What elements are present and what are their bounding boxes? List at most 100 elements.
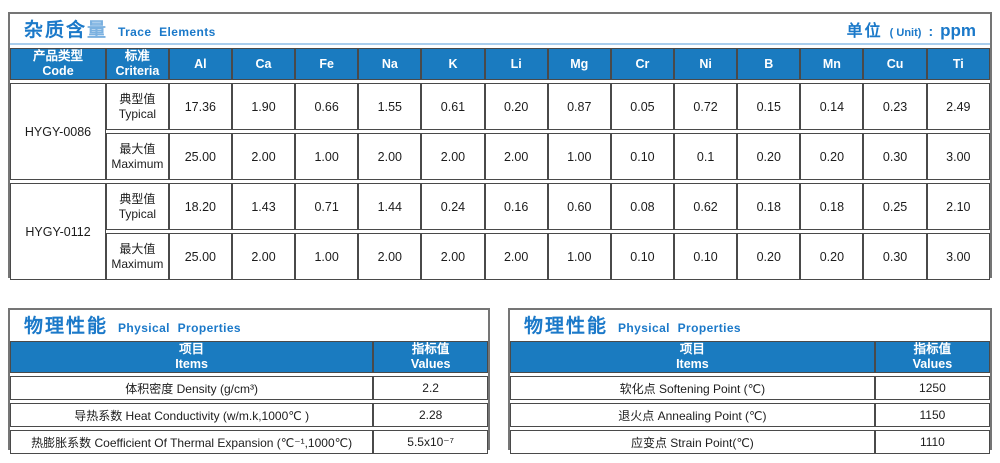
- criteria-cell-typical: 典型值 Typical: [106, 83, 169, 130]
- value-cell: 0.24: [421, 183, 485, 230]
- value-cell: 0.30: [863, 233, 927, 280]
- criteria-cell-typical: 典型值 Typical: [106, 183, 169, 230]
- product-code-cell: HYGY-0112: [10, 183, 107, 280]
- value-cell: 1110: [874, 430, 990, 454]
- col-header-criteria-en: Criteria: [115, 64, 160, 78]
- panel-title-zh-main: 杂质含: [24, 20, 88, 41]
- panel-title-zh: 杂质含量: [24, 15, 108, 42]
- value-cell: 0.18: [800, 183, 864, 230]
- criteria-cell-maximum: 最大值 Maximum: [106, 133, 169, 180]
- col-header-items: 项目 Items: [10, 341, 374, 373]
- value-cell: 0.15: [737, 83, 801, 130]
- col-header-values: 指标值 Values: [874, 341, 990, 373]
- item-cell: 退火点 Annealing Point (℃): [510, 403, 875, 427]
- col-header-code: 产品类型 Code: [10, 48, 107, 80]
- value-cell: 1.44: [358, 183, 422, 230]
- value-cell: 0.20: [737, 233, 801, 280]
- value-cell: 2.00: [358, 233, 422, 280]
- value-cell: 0.10: [610, 133, 675, 180]
- value-cell: 1250: [874, 376, 990, 400]
- value-cell: 0.71: [295, 183, 359, 230]
- unit-label-colon: :: [928, 22, 934, 39]
- col-header-element-b: B: [737, 48, 801, 80]
- value-cell: 0.16: [484, 183, 548, 230]
- criteria-typical-en: Typical: [118, 106, 157, 121]
- value-cell: 0.30: [863, 133, 927, 180]
- value-cell: 0.10: [674, 233, 738, 280]
- col-header-element-mg: Mg: [547, 48, 611, 80]
- value-cell: 2.00: [231, 133, 296, 180]
- phys-header-row: 项目 Items 指标值 Values: [10, 341, 488, 373]
- col-header-items-en: Items: [175, 357, 208, 371]
- col-header-values: 指标值 Values: [373, 341, 488, 373]
- item-cell: 热膨胀系数 Coefficient Of Thermal Expansion (…: [10, 430, 374, 454]
- value-cell: 0.14: [800, 83, 864, 130]
- col-header-element-cu: Cu: [863, 48, 927, 80]
- value-cell: 17.36: [168, 83, 232, 130]
- criteria-typical-zh: 典型值: [119, 92, 156, 107]
- value-cell: 0.20: [737, 133, 801, 180]
- value-cell: 1.00: [295, 233, 359, 280]
- value-cell: 2.49: [926, 83, 990, 130]
- panel-title: 物理性能 Physical Properties: [24, 311, 241, 338]
- table-row-softening-point: 软化点 Softening Point (℃) 1250: [510, 376, 990, 400]
- criteria-typical-zh: 典型值: [119, 192, 156, 207]
- value-cell: 1.55: [358, 83, 422, 130]
- trace-header-row: 产品类型 Code 标准 Criteria Al Ca Fe Na K Li M…: [10, 48, 990, 80]
- value-cell: 0.25: [863, 183, 927, 230]
- value-cell: 2.00: [421, 233, 485, 280]
- value-cell: 0.66: [295, 83, 359, 130]
- col-header-values-zh: 指标值: [913, 342, 952, 356]
- value-cell: 2.10: [926, 183, 990, 230]
- value-cell: 0.08: [610, 183, 675, 230]
- value-cell: 1.90: [231, 83, 296, 130]
- col-header-element-mn: Mn: [800, 48, 864, 80]
- criteria-maximum-zh: 最大值: [119, 142, 156, 157]
- trace-elements-title-bar: 杂质含量 Trace Elements 单位 ( Unit) : ppm: [10, 14, 990, 45]
- value-cell: 0.05: [610, 83, 675, 130]
- table-row-0112-typical: HYGY-0112 典型值 Typical 18.20 1.43 0.71 1.…: [10, 183, 990, 280]
- criteria-cell-maximum: 最大值 Maximum: [106, 233, 169, 280]
- criteria-maximum-zh: 最大值: [119, 242, 156, 257]
- panel-title-en: Physical Properties: [618, 320, 742, 335]
- value-cell: 0.20: [484, 83, 548, 130]
- table-row-0112-maximum: 最大值 Maximum 25.00 2.00 1.00 2.00 2.00 2.…: [10, 233, 990, 280]
- value-cell: 3.00: [926, 233, 990, 280]
- col-header-element-ni: Ni: [674, 48, 738, 80]
- value-cell: 3.00: [926, 133, 990, 180]
- trace-elements-panel: 杂质含量 Trace Elements 单位 ( Unit) : ppm 产品类…: [8, 12, 992, 280]
- item-cell: 体积密度 Density (g/cm³): [10, 376, 374, 400]
- col-header-element-cr: Cr: [610, 48, 675, 80]
- item-cell: 应变点 Strain Point(℃): [510, 430, 875, 454]
- col-header-code-zh: 产品类型: [33, 49, 84, 63]
- physical-properties-panel-left: 物理性能 Physical Properties 项目 Items 指标值 Va…: [8, 308, 490, 454]
- value-cell: 0.18: [737, 183, 801, 230]
- col-header-element-li: Li: [484, 48, 548, 80]
- col-header-items-zh: 项目: [179, 342, 205, 356]
- value-cell: 1.43: [231, 183, 296, 230]
- criteria-maximum-en: Maximum: [111, 256, 164, 271]
- value-cell: 0.20: [800, 233, 864, 280]
- col-header-element-k: K: [421, 48, 485, 80]
- value-cell: 0.10: [610, 233, 675, 280]
- item-cell: 软化点 Softening Point (℃): [510, 376, 875, 400]
- value-cell: 1.00: [547, 133, 611, 180]
- value-cell: 5.5x10⁻⁷: [373, 430, 488, 454]
- unit-label: 单位 ( Unit) : ppm: [847, 17, 976, 41]
- col-header-code-en: Code: [42, 64, 74, 78]
- col-header-element-na: Na: [358, 48, 422, 80]
- col-header-element-ca: Ca: [231, 48, 296, 80]
- product-code-cell: HYGY-0086: [10, 83, 107, 180]
- value-cell: 1150: [874, 403, 990, 427]
- panel-title: 杂质含量 Trace Elements: [24, 15, 216, 42]
- col-header-values-en: Values: [912, 357, 953, 371]
- physical-properties-title-bar: 物理性能 Physical Properties: [510, 310, 990, 338]
- criteria-maximum-en: Maximum: [111, 156, 164, 171]
- value-cell: 1.00: [295, 133, 359, 180]
- col-header-element-al: Al: [168, 48, 232, 80]
- col-header-criteria: 标准 Criteria: [106, 48, 169, 80]
- value-cell: 0.87: [547, 83, 611, 130]
- panel-title-zh: 物理性能: [24, 315, 109, 337]
- value-cell: 0.23: [863, 83, 927, 130]
- value-cell: 0.20: [800, 133, 864, 180]
